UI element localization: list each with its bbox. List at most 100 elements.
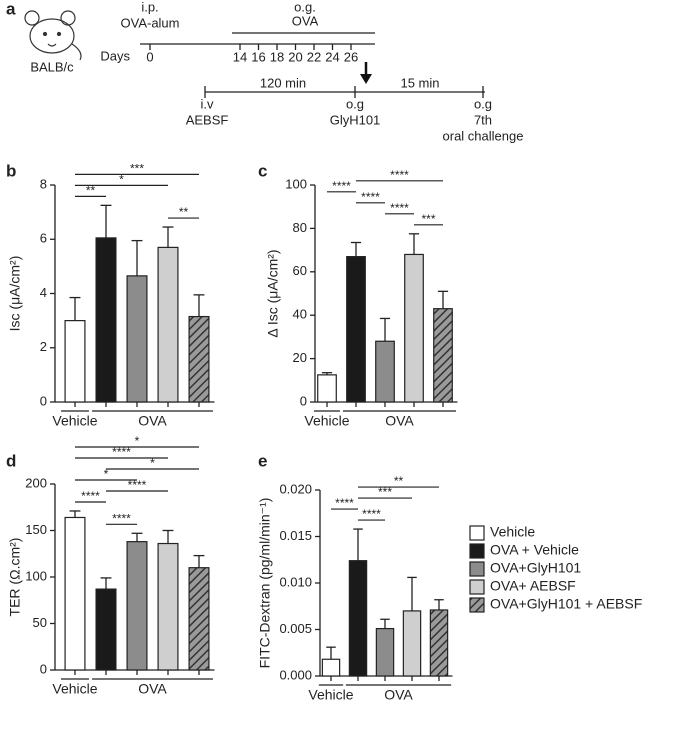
step-agent: GlyH101 [330,112,381,127]
bar [126,275,148,403]
bar [95,237,117,403]
og-agent: OVA [292,13,319,28]
significance-label: **** [112,511,131,525]
y-tick-label: 0 [40,393,47,408]
bar [429,609,449,677]
bar [64,320,86,403]
legend-swatch [469,561,485,577]
significance-label: ** [179,205,189,219]
group-label: OVA [138,413,167,429]
significance-label: * [135,434,140,448]
day-label: 26 [344,49,358,64]
bar [433,308,453,403]
significance-label: **** [81,489,100,503]
ip-label: i.p. [141,0,158,14]
significance-label: **** [112,445,131,459]
y-tick-label: 8 [40,176,47,191]
significance-label: *** [130,162,144,176]
y-tick-label: 0 [40,661,47,676]
bar [402,610,422,677]
y-tick-label: 80 [293,220,307,235]
panel-letter: b [6,161,16,180]
legend-label: OVA+GlyH101 [490,560,581,576]
y-tick-label: 4 [40,285,47,300]
y-tick-label: 0.015 [279,528,312,543]
significance-label: **** [335,496,354,510]
significance-label: * [119,173,124,187]
significance-label: ** [394,474,404,488]
bar [64,516,86,671]
interval-label: 120 min [260,75,306,90]
group-label: OVA [384,687,413,703]
y-axis-label: Δ Isc (μA/cm²) [265,249,281,337]
significance-label: **** [332,179,351,193]
legend-label: OVA+GlyH101 + AEBSF [490,596,642,612]
bar [375,340,395,403]
step-agent: AEBSF [186,112,229,127]
group-label: Vehicle [304,413,349,429]
og-label: o.g. [294,0,316,14]
legend-label: OVA+ AEBSF [490,578,576,594]
step-note: oral challenge [443,128,524,143]
arrow [360,62,372,84]
bar [317,374,337,403]
days-label: Days [100,48,130,63]
y-tick-label: 0 [300,393,307,408]
significance-label: **** [390,168,409,182]
group-label: Vehicle [52,413,97,429]
y-tick-label: 0.010 [279,574,312,589]
day-label: 18 [270,49,284,64]
group-label: Vehicle [52,681,97,697]
y-tick-label: 6 [40,231,47,246]
y-tick-label: 2 [40,339,47,354]
y-tick-label: 50 [33,615,47,630]
strain-label: BALB/c [30,59,74,74]
legend-swatch [469,543,485,559]
panel-letter: a [6,0,16,18]
y-tick-label: 150 [25,522,47,537]
day-ticks: 0 14 16 18 20 22 24 26 [146,44,358,64]
group-label: Vehicle [308,687,353,703]
bar [157,246,179,403]
day-label: 0 [146,49,153,64]
significance-label: ** [86,184,96,198]
bar [188,567,210,671]
y-tick-label: 100 [25,568,47,583]
y-tick-label: 60 [293,263,307,278]
day-label: 20 [288,49,302,64]
bar [346,256,366,403]
panel-letter: e [258,451,267,470]
significance-label: *** [378,485,392,499]
y-tick-label: 0.000 [279,667,312,682]
group-label: OVA [385,413,414,429]
significance-label: * [104,467,109,481]
day-label: 14 [233,49,247,64]
significance-label: * [150,456,155,470]
significance-label: *** [421,212,435,226]
panel-letter: c [258,161,267,180]
legend-label: OVA + Vehicle [490,542,579,558]
y-axis-label: Isc (μA/cm²) [7,256,23,332]
step-route: o.g [346,96,364,111]
legend-swatch [469,525,485,541]
y-tick-label: 20 [293,350,307,365]
y-tick-label: 40 [293,307,307,322]
bar [188,315,210,403]
bar [375,627,395,677]
day-label: 24 [325,49,339,64]
legend-label: Vehicle [490,524,535,540]
legend-swatch [469,579,485,595]
y-tick-label: 0.005 [279,621,312,636]
legend-swatch [469,597,485,613]
significance-label: **** [361,190,380,204]
step-route: o.g [474,96,492,111]
group-label: OVA [138,681,167,697]
y-axis-label: FITC-Dextran (pg/ml/min⁻¹) [257,498,273,669]
mouse-icon [24,10,82,61]
significance-label: **** [390,201,409,215]
step-route: i.v [201,96,215,111]
panel-letter: d [6,451,16,470]
day-label: 22 [307,49,321,64]
bar [404,253,424,403]
